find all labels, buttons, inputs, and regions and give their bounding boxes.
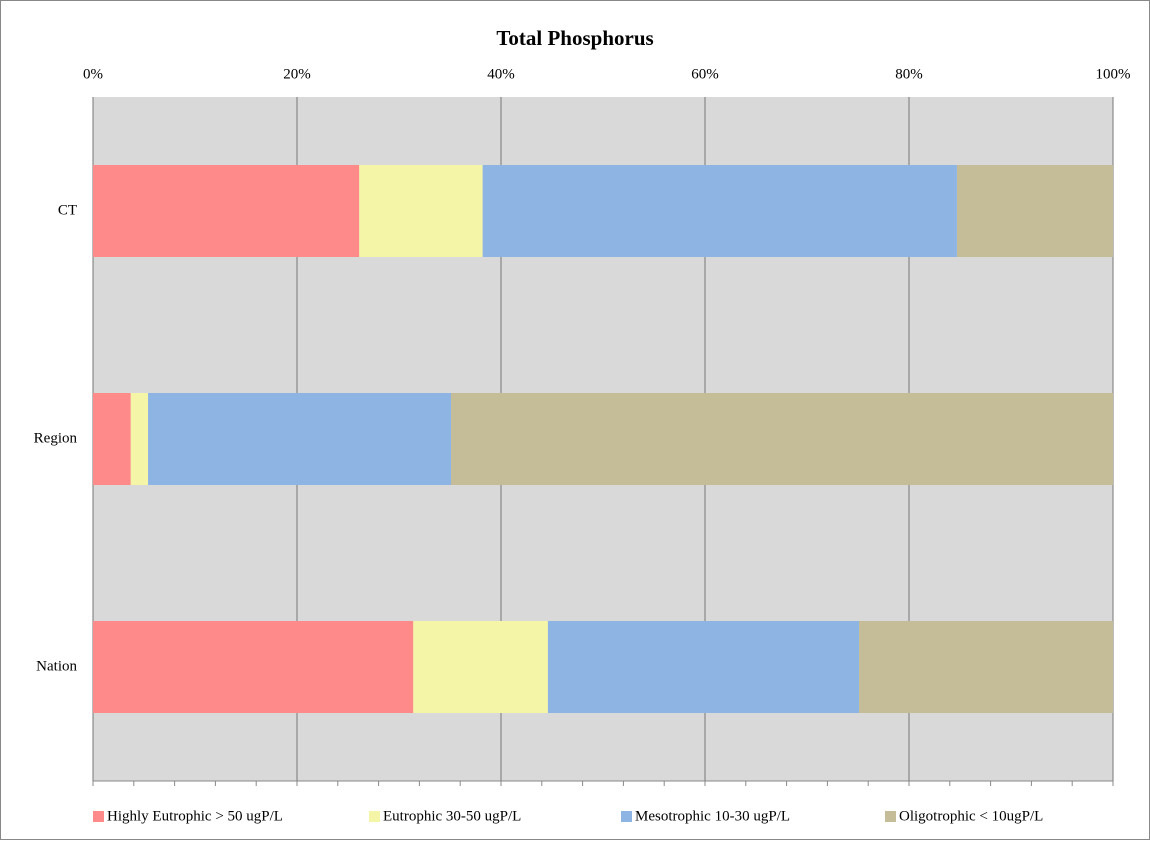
- legend-swatch: [885, 811, 896, 822]
- x-tick-label: 40%: [487, 66, 515, 82]
- bar-segment: [859, 621, 1113, 713]
- legend-swatch: [621, 811, 632, 822]
- bar-segment: [956, 165, 1113, 257]
- legend-label: Oligotrophic < 10ugP/L: [899, 808, 1043, 824]
- y-tick-label: Region: [34, 430, 78, 446]
- legend-swatch: [93, 811, 104, 822]
- x-tick-label: 60%: [691, 66, 719, 82]
- bar-segment: [93, 393, 131, 485]
- legend-label: Highly Eutrophic > 50 ugP/L: [107, 808, 283, 824]
- legend-label: Mesotrophic 10-30 ugP/L: [635, 808, 790, 824]
- bar-segment: [359, 165, 483, 257]
- x-tick-label: 20%: [283, 66, 311, 82]
- x-tick-label: 0%: [83, 66, 103, 82]
- x-tick-label: 80%: [895, 66, 923, 82]
- bar-segment: [413, 621, 548, 713]
- legend-swatch: [369, 811, 380, 822]
- bar-segment: [482, 165, 957, 257]
- bar-segment: [451, 393, 1113, 485]
- bar-segment: [148, 393, 452, 485]
- x-tick-label: 100%: [1096, 66, 1131, 82]
- bar-segment: [130, 393, 149, 485]
- chart-title: Total Phosphorus: [496, 26, 653, 50]
- legend-label: Eutrophic 30-50 ugP/L: [383, 808, 521, 824]
- bar-segment: [547, 621, 860, 713]
- y-tick-label: CT: [58, 202, 77, 218]
- y-tick-label: Nation: [36, 658, 77, 674]
- bar-segment: [93, 165, 360, 257]
- bar-segment: [93, 621, 414, 713]
